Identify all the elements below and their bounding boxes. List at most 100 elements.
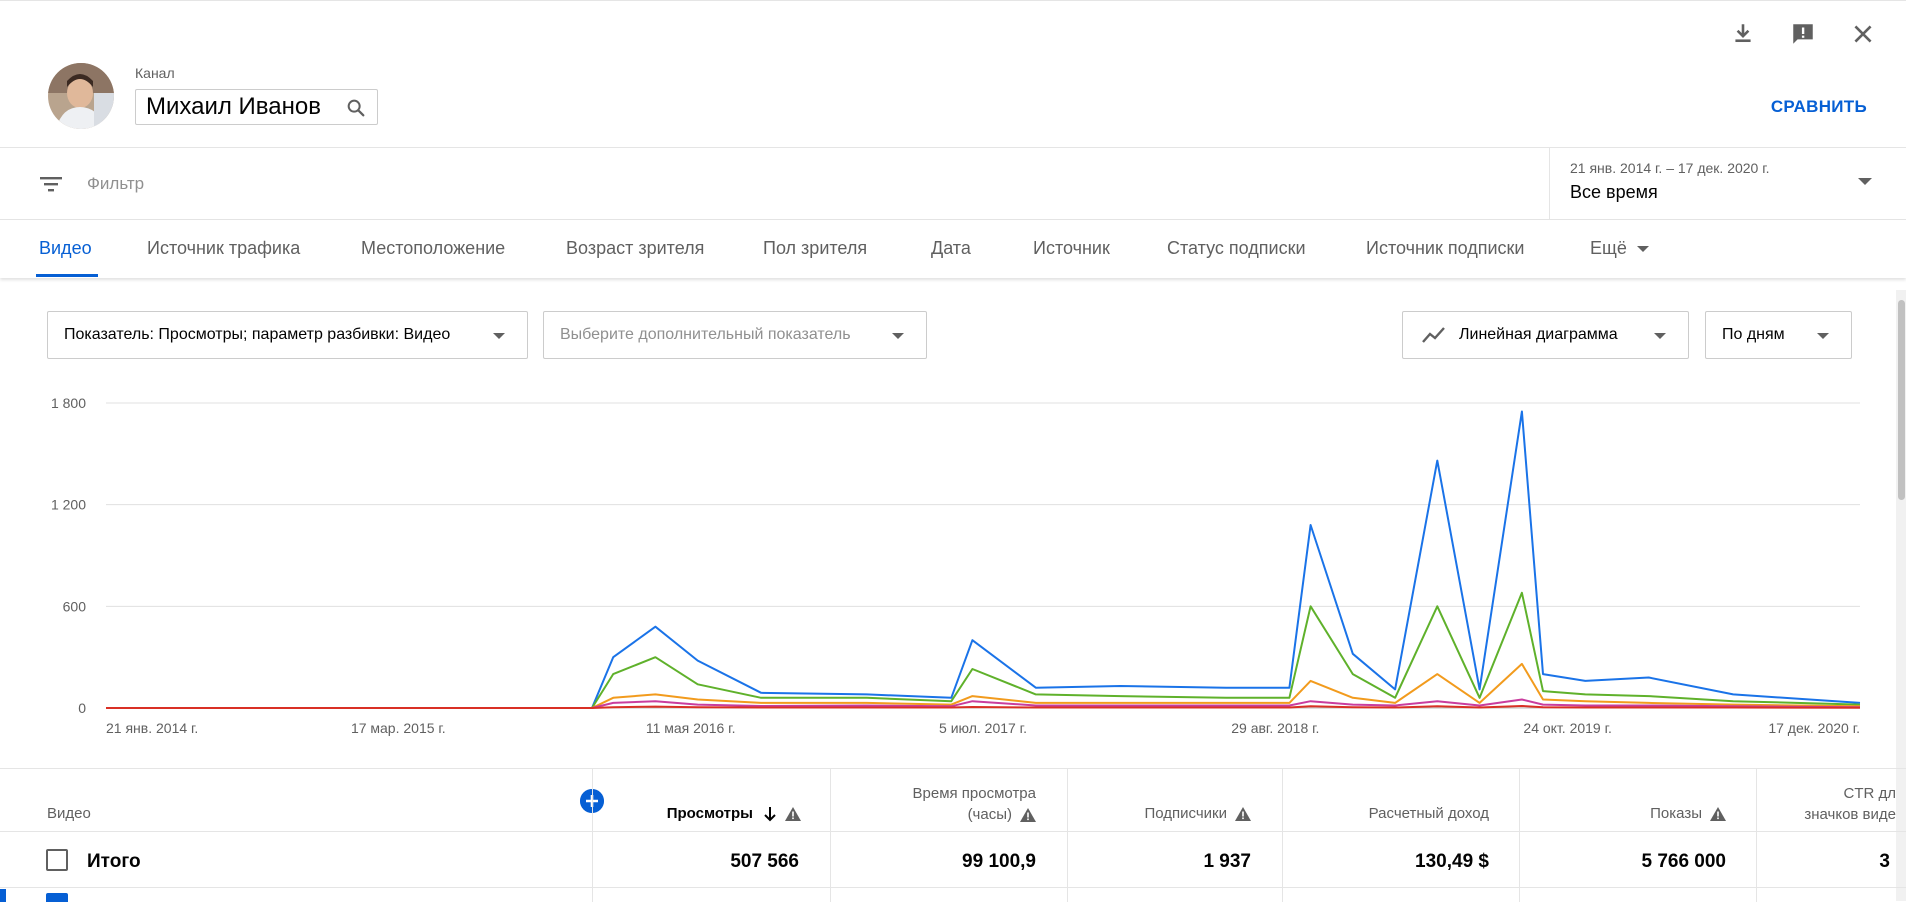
data-table: Видео Просмотры Время просмотра (часы) По… (0, 768, 1906, 902)
total-revenue: 130,49 $ (1415, 851, 1489, 872)
x-tick-label: 5 июл. 2017 г. (939, 720, 1027, 736)
chevron-down-icon (1654, 333, 1666, 339)
col-header-watch-time[interactable]: Время просмотра (часы) (913, 784, 1036, 824)
row-divider (0, 887, 1906, 888)
metric-dropdown-label: Показатель: Просмотры; параметр разбивки… (64, 326, 451, 343)
filter-bar: Фильтр 21 янв. 2014 г. – 17 дек. 2020 г.… (0, 148, 1906, 220)
top-toolbar (1730, 21, 1876, 47)
series-line (106, 705, 1861, 709)
x-tick-label: 24 окт. 2019 г. (1523, 720, 1612, 736)
warning-icon (1020, 808, 1036, 823)
y-tick-label: 1 200 (51, 497, 86, 513)
col-header-watch-time-line2: (часы) (967, 806, 1012, 823)
total-views: 507 566 (730, 851, 799, 872)
x-tick-label: 21 янв. 2014 г. (106, 720, 198, 736)
report-header: Канал Михаил Иванов СРАВНИТЬ (0, 0, 1906, 148)
column-divider (1067, 769, 1068, 902)
col-header-ctr[interactable]: CTR дл значков виде (1804, 784, 1896, 824)
chart-type-label: Линейная диаграмма (1459, 326, 1618, 343)
row-selection-indicator (0, 889, 6, 902)
tab-viewer-age[interactable]: Возраст зрителя (566, 238, 705, 258)
chevron-down-icon (1636, 246, 1649, 253)
dimension-tabs: Видео Источник трафика Местоположение Во… (0, 220, 1906, 278)
y-tick-label: 600 (63, 598, 87, 614)
feedback-icon[interactable] (1790, 21, 1816, 47)
scrollbar-thumb[interactable] (1898, 300, 1905, 500)
col-header-views-label: Просмотры (666, 805, 753, 822)
tab-more-label: Ещё (1590, 238, 1627, 258)
total-row-label: Итого (87, 851, 141, 872)
search-icon[interactable] (345, 97, 367, 119)
filter-icon[interactable] (38, 172, 64, 196)
col-header-watch-time-line1: Время просмотра (912, 785, 1036, 802)
date-range-value: Все время (1570, 182, 1658, 202)
col-header-views[interactable]: Просмотры (667, 804, 801, 823)
col-header-revenue[interactable]: Расчетный доход (1368, 805, 1489, 822)
tab-traffic-source[interactable]: Источник трафика (147, 238, 301, 258)
chart-type-dropdown[interactable]: Линейная диаграмма (1402, 311, 1689, 359)
column-divider (592, 769, 593, 902)
tab-subscription-status[interactable]: Статус подписки (1167, 238, 1306, 258)
x-tick-label: 11 мая 2016 г. (646, 720, 736, 736)
row-divider (0, 831, 1906, 832)
col-header-video[interactable]: Видео (47, 805, 91, 822)
granularity-dropdown[interactable]: По дням (1705, 311, 1852, 359)
chevron-down-icon (1858, 178, 1872, 185)
warning-icon (1710, 807, 1726, 822)
x-tick-label: 17 дек. 2020 г. (1768, 720, 1860, 736)
filter-input[interactable]: Фильтр (87, 174, 145, 193)
channel-label: Канал (135, 65, 175, 81)
column-divider (1519, 769, 1520, 902)
col-header-impressions-label: Показы (1650, 805, 1702, 822)
y-tick-label: 1 800 (51, 395, 86, 411)
line-chart-icon (1422, 327, 1445, 343)
column-divider (830, 769, 831, 902)
warning-icon (785, 807, 801, 822)
date-range-label: 21 янв. 2014 г. – 17 дек. 2020 г. (1570, 160, 1770, 176)
date-range-picker[interactable]: 21 янв. 2014 г. – 17 дек. 2020 г. Все вр… (1549, 148, 1906, 220)
total-ctr: 3 (1879, 851, 1890, 872)
total-watch-time: 99 100,9 (962, 851, 1036, 872)
row-checkbox-checked[interactable] (46, 893, 68, 902)
active-tab-indicator (36, 274, 98, 277)
download-icon[interactable] (1730, 21, 1756, 47)
compare-button[interactable]: СРАВНИТЬ (1770, 97, 1867, 116)
total-row-checkbox[interactable] (46, 849, 68, 871)
x-tick-label: 17 мар. 2015 г. (351, 720, 446, 736)
sort-down-icon (764, 807, 776, 822)
secondary-metric-placeholder: Выберите дополнительный показатель (560, 326, 851, 343)
page-scrollbar[interactable] (1896, 290, 1906, 901)
secondary-metric-dropdown[interactable]: Выберите дополнительный показатель (543, 311, 927, 359)
metric-dropdown[interactable]: Показатель: Просмотры; параметр разбивки… (47, 311, 528, 359)
chevron-down-icon (493, 333, 505, 339)
column-divider (1756, 769, 1757, 902)
col-header-ctr-line1: CTR дл (1843, 785, 1897, 802)
tab-video[interactable]: Видео (39, 238, 92, 258)
series-line (106, 698, 1861, 709)
warning-icon (1235, 807, 1251, 822)
channel-picker[interactable]: Михаил Иванов (135, 89, 378, 125)
tab-source[interactable]: Источник (1033, 238, 1110, 258)
channel-avatar (48, 63, 114, 129)
col-header-subscribers[interactable]: Подписчики (1144, 804, 1251, 823)
chevron-down-icon (1817, 333, 1829, 339)
tab-viewer-gender[interactable]: Пол зрителя (763, 238, 868, 258)
granularity-label: По дням (1722, 326, 1785, 343)
series-line (106, 410, 1861, 709)
series-line (106, 591, 1861, 709)
x-tick-label: 29 авг. 2018 г. (1231, 720, 1319, 736)
views-line-chart: 0 600 1 200 1 800 21 янв. 2014 г. 17 мар. 201… (51, 395, 1861, 736)
total-subscribers: 1 937 (1203, 851, 1251, 872)
tab-subscription-source[interactable]: Источник подписки (1366, 238, 1525, 258)
col-header-subscribers-label: Подписчики (1144, 805, 1227, 822)
close-icon[interactable] (1850, 21, 1876, 47)
column-divider (1282, 769, 1283, 902)
series-line (106, 662, 1861, 709)
col-header-ctr-line2: значков виде (1804, 806, 1896, 823)
tab-more[interactable]: Ещё (1590, 238, 1649, 259)
chevron-down-icon (892, 333, 904, 339)
tab-location[interactable]: Местоположение (361, 238, 506, 258)
tab-date[interactable]: Дата (931, 238, 971, 258)
channel-name: Михаил Иванов (146, 93, 321, 120)
col-header-impressions[interactable]: Показы (1650, 804, 1726, 823)
